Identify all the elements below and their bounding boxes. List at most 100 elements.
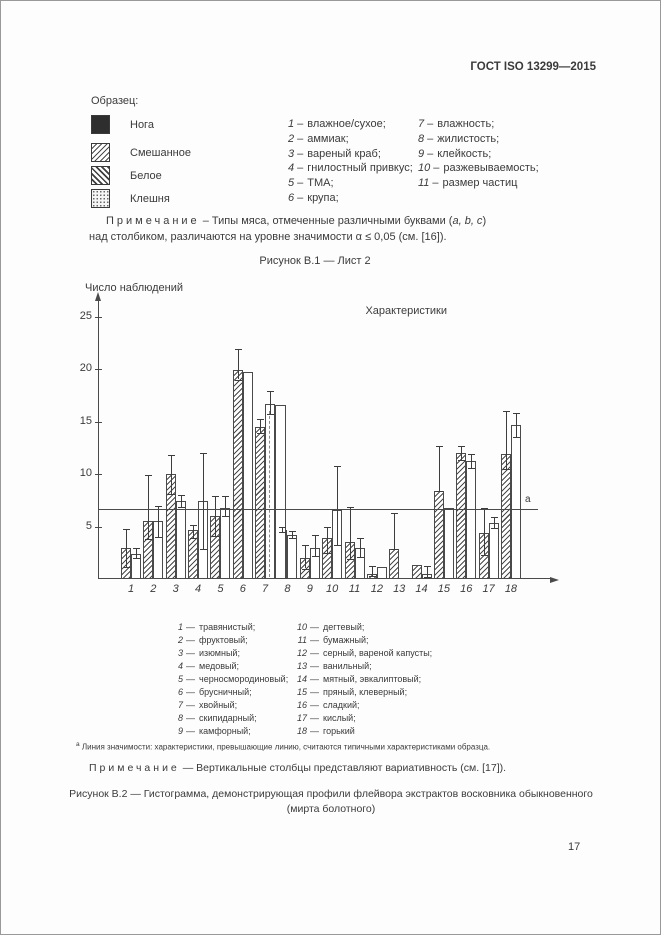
error-bar bbox=[193, 525, 195, 539]
error-bar-cap bbox=[222, 516, 230, 517]
list-item: 17— кислый; bbox=[293, 712, 432, 725]
error-bar-cap bbox=[200, 548, 208, 550]
x-tick-label: 17 bbox=[482, 583, 495, 595]
error-bar-cap bbox=[234, 349, 242, 351]
bar-cat13-hatched bbox=[389, 548, 400, 579]
item-dash: — bbox=[310, 700, 319, 710]
error-bar-cap bbox=[490, 527, 498, 529]
error-bar bbox=[136, 547, 137, 558]
error-bar-cap bbox=[123, 528, 130, 530]
item-number: 11 bbox=[297, 635, 307, 645]
sample-legend-item: Смешанное bbox=[91, 143, 191, 162]
error-bar-cap bbox=[512, 437, 520, 439]
item-number: 1 bbox=[288, 118, 295, 130]
sample-legend-item: Белое bbox=[91, 166, 191, 185]
error-bar bbox=[203, 453, 205, 549]
item-text: хвойный; bbox=[199, 700, 238, 710]
error-bar bbox=[438, 445, 440, 491]
item-text: вареный краб; bbox=[307, 147, 381, 160]
figure-b2-caption-line2: (мирта болотного) bbox=[286, 802, 376, 815]
sample-name: Смешанное bbox=[130, 146, 191, 159]
item-dash: — bbox=[186, 687, 195, 697]
characteristics-column-2: 7– влажность; 8– жилистость; 9– клейкость; 10–… bbox=[418, 117, 539, 191]
item-number: 5 bbox=[177, 674, 183, 684]
bar-cat12-white bbox=[376, 567, 387, 579]
y-axis-arrow bbox=[95, 292, 101, 301]
y-tick bbox=[95, 369, 102, 370]
bar-cat16-hatched bbox=[456, 453, 467, 579]
error-bar-cap bbox=[458, 445, 466, 447]
error-bar-cap bbox=[279, 526, 287, 528]
bar-cat3-white bbox=[175, 501, 186, 579]
y-tick bbox=[95, 421, 102, 423]
list-item: 4— медовый; bbox=[169, 660, 288, 673]
flavor-legend-column-1: 1— травянистый; 2— фруктовый; 3— изюмный; 4— ме… bbox=[169, 621, 288, 738]
item-number: 10 bbox=[418, 162, 431, 175]
y-tick bbox=[95, 316, 102, 318]
y-tick-label: 5 bbox=[85, 519, 92, 532]
item-dash: — bbox=[186, 674, 195, 684]
error-bar-cap bbox=[301, 545, 309, 547]
error-bar bbox=[180, 495, 182, 507]
flavor-legend-column-2: 10— дегтевый; 11— бумажный; 12— серный, варен… bbox=[293, 621, 432, 738]
list-item: 7– влажность; bbox=[418, 117, 539, 132]
item-dash: – bbox=[297, 147, 304, 160]
item-dash: – bbox=[297, 177, 304, 190]
error-bar-cap bbox=[212, 496, 220, 498]
sample-name: Белое bbox=[130, 169, 162, 182]
item-number: 9 bbox=[418, 147, 425, 160]
error-bar bbox=[148, 475, 150, 540]
note-text: — Вертикальные столбцы представляют вари… bbox=[182, 762, 507, 774]
item-text: травянистый; bbox=[199, 622, 256, 632]
error-bar-cap bbox=[356, 538, 364, 540]
y-tick bbox=[95, 474, 102, 475]
item-number: 12 bbox=[296, 648, 307, 658]
page-number: 17 bbox=[568, 841, 581, 853]
item-text: черносмородиновый; bbox=[199, 674, 289, 684]
item-dash: – bbox=[432, 177, 439, 190]
item-dash: — bbox=[310, 687, 319, 697]
error-bar bbox=[359, 538, 361, 557]
figure-b2-caption-line1: Рисунок В.2 — Гистограмма, демонстрирующ… bbox=[69, 788, 593, 800]
item-dash: – bbox=[427, 132, 434, 145]
error-bar-cap bbox=[468, 467, 476, 469]
item-dash: — bbox=[310, 661, 319, 671]
list-item: 8— скипидарный; bbox=[169, 712, 288, 725]
item-text: гнилостный привкус; bbox=[307, 162, 413, 175]
item-dash: — bbox=[310, 635, 319, 645]
item-dash: — bbox=[186, 635, 195, 645]
item-text: ТМА; bbox=[307, 177, 334, 190]
item-number: 17 bbox=[296, 713, 307, 723]
item-dash: — bbox=[186, 622, 195, 632]
list-item: 11— бумажный; bbox=[293, 634, 432, 647]
x-tick-label: 18 bbox=[504, 583, 518, 595]
list-item: 3— изюмный; bbox=[169, 647, 288, 660]
x-tick-label: 11 bbox=[348, 583, 361, 595]
y-tick-label: 20 bbox=[79, 362, 92, 374]
error-bar bbox=[493, 517, 495, 528]
item-number: 4 bbox=[288, 162, 295, 175]
error-bar-cap bbox=[133, 558, 140, 559]
x-tick-label: 9 bbox=[306, 583, 313, 595]
list-item: 4– гнилостный привкус; bbox=[288, 161, 413, 176]
y-tick-label: 10 bbox=[79, 467, 92, 479]
bar-cat5-white bbox=[220, 507, 231, 579]
item-number: 3 bbox=[177, 648, 183, 658]
error-bar-cap bbox=[480, 554, 488, 556]
x-tick-label: 12 bbox=[370, 583, 383, 595]
error-bar-cap bbox=[212, 535, 220, 537]
item-text: мятный, эвкалиптовый; bbox=[323, 674, 422, 684]
error-bar bbox=[215, 496, 217, 536]
error-bar-cap bbox=[334, 545, 342, 547]
error-bar bbox=[237, 349, 239, 380]
x-tick-label: 3 bbox=[172, 583, 179, 595]
sample-name: Нога bbox=[130, 118, 154, 131]
x-tick-label: 8 bbox=[284, 583, 291, 595]
item-number: 10 bbox=[296, 622, 307, 632]
list-item: 2– аммиак; bbox=[288, 132, 413, 147]
error-bar bbox=[260, 419, 262, 434]
x-tick-label: 2 bbox=[150, 583, 157, 595]
error-bar bbox=[282, 526, 284, 532]
item-number: 14 bbox=[296, 674, 307, 684]
